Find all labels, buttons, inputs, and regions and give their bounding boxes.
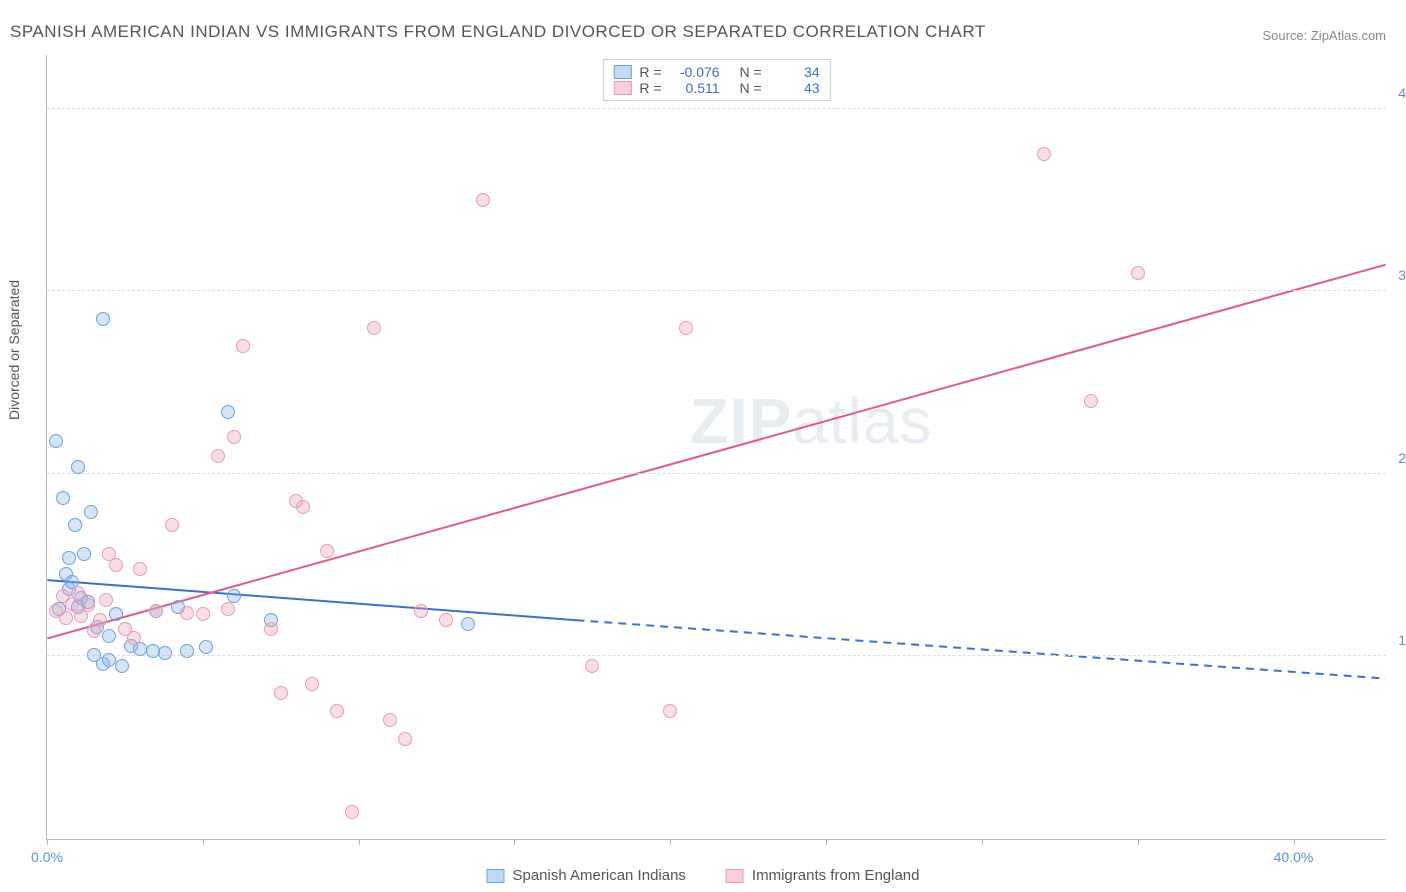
y-tick-label: 40.0% xyxy=(1398,85,1406,101)
x-tick xyxy=(1294,839,1295,845)
data-point xyxy=(383,713,397,727)
data-point xyxy=(221,602,235,616)
data-point xyxy=(59,611,73,625)
data-point xyxy=(398,732,412,746)
x-tick xyxy=(982,839,983,845)
x-tick xyxy=(514,839,515,845)
data-point xyxy=(93,613,107,627)
data-point xyxy=(180,606,194,620)
data-point xyxy=(296,500,310,514)
gridline xyxy=(47,655,1386,656)
scatter-chart: ZIPatlas R = -0.076 N = 34 R = 0.511 N =… xyxy=(46,55,1386,840)
data-point xyxy=(77,547,91,561)
swatch-pink-icon xyxy=(613,81,631,95)
data-point xyxy=(305,677,319,691)
data-point xyxy=(84,505,98,519)
source-attribution: Source: ZipAtlas.com xyxy=(1262,28,1386,43)
data-point xyxy=(96,312,110,326)
data-point xyxy=(320,544,334,558)
data-point xyxy=(439,613,453,627)
data-point xyxy=(109,558,123,572)
data-point xyxy=(149,604,163,618)
y-tick-label: 30.0% xyxy=(1398,267,1406,283)
data-point xyxy=(1084,394,1098,408)
gridline xyxy=(47,108,1386,109)
data-point xyxy=(274,686,288,700)
data-point xyxy=(663,704,677,718)
data-point xyxy=(1037,147,1051,161)
x-tick xyxy=(203,839,204,845)
x-tick xyxy=(826,839,827,845)
data-point xyxy=(71,460,85,474)
data-point xyxy=(414,604,428,618)
data-point xyxy=(264,622,278,636)
data-point xyxy=(196,607,210,621)
data-point xyxy=(221,405,235,419)
series-legend: Spanish American Indians Immigrants from… xyxy=(486,867,919,884)
watermark: ZIPatlas xyxy=(690,384,933,458)
data-point xyxy=(585,659,599,673)
data-point xyxy=(133,562,147,576)
x-tick xyxy=(670,839,671,845)
chart-title: SPANISH AMERICAN INDIAN VS IMMIGRANTS FR… xyxy=(10,22,986,42)
data-point xyxy=(68,518,82,532)
y-tick-label: 20.0% xyxy=(1398,450,1406,466)
correlation-legend: R = -0.076 N = 34 R = 0.511 N = 43 xyxy=(602,59,830,101)
x-tick-label: 40.0% xyxy=(1274,849,1314,865)
gridline xyxy=(47,473,1386,474)
trend-lines xyxy=(47,55,1386,839)
data-point xyxy=(56,491,70,505)
legend-row-pink: R = 0.511 N = 43 xyxy=(613,80,819,96)
legend-row-blue: R = -0.076 N = 34 xyxy=(613,64,819,80)
y-axis-label: Divorced or Separated xyxy=(6,280,22,420)
swatch-blue-icon xyxy=(486,869,504,883)
swatch-blue-icon xyxy=(613,65,631,79)
data-point xyxy=(345,805,359,819)
data-point xyxy=(62,551,76,565)
data-point xyxy=(227,430,241,444)
data-point xyxy=(227,589,241,603)
swatch-pink-icon xyxy=(726,869,744,883)
x-tick xyxy=(47,839,48,845)
data-point xyxy=(71,586,85,600)
legend-item-blue: Spanish American Indians xyxy=(486,867,685,884)
data-point xyxy=(49,434,63,448)
data-point xyxy=(109,607,123,621)
gridline xyxy=(47,290,1386,291)
x-tick-label: 0.0% xyxy=(31,849,63,865)
x-tick xyxy=(1138,839,1139,845)
data-point xyxy=(679,321,693,335)
data-point xyxy=(165,518,179,532)
y-tick-label: 10.0% xyxy=(1398,632,1406,648)
data-point xyxy=(158,646,172,660)
data-point xyxy=(180,644,194,658)
data-point xyxy=(367,321,381,335)
data-point xyxy=(99,593,113,607)
data-point xyxy=(211,449,225,463)
data-point xyxy=(199,640,213,654)
legend-item-pink: Immigrants from England xyxy=(726,867,920,884)
data-point xyxy=(102,629,116,643)
data-point xyxy=(115,659,129,673)
data-point xyxy=(1131,266,1145,280)
data-point xyxy=(461,617,475,631)
data-point xyxy=(81,598,95,612)
x-tick xyxy=(359,839,360,845)
data-point xyxy=(127,631,141,645)
data-point xyxy=(236,339,250,353)
data-point xyxy=(330,704,344,718)
data-point xyxy=(476,193,490,207)
